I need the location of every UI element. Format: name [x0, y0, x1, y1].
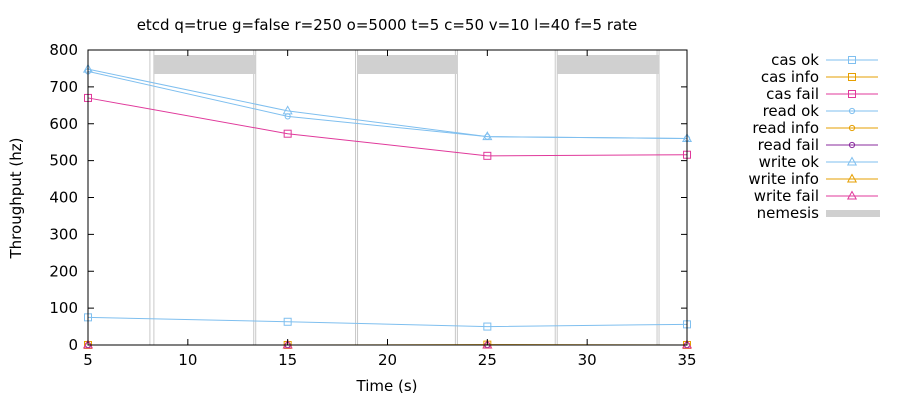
- data-point: [482, 131, 493, 141]
- axis-ticks: 5 10 15 20 25 30 35 0 100 200 300 400 500 600 700 800: [49, 41, 696, 369]
- y-axis-label: Throughput (hz): [7, 138, 25, 260]
- plot-frame: [87, 49, 688, 346]
- series-read-ok: [84, 68, 691, 142]
- chart-title: etcd q=true g=false r=250 o=5000 t=5 c=5…: [137, 16, 638, 34]
- series-write-ok: [82, 63, 693, 142]
- legend-label: write ok: [759, 153, 820, 171]
- legend-label: read ok: [763, 102, 820, 120]
- data-point: [483, 151, 492, 160]
- data-point: [848, 141, 856, 149]
- series-cas-ok: [84, 313, 691, 331]
- y-tick-label: 400: [49, 189, 78, 207]
- legend-item: cas ok: [771, 51, 878, 69]
- data-point: [848, 124, 856, 132]
- y-tick-label: 200: [49, 262, 78, 280]
- y-tick-label: 700: [49, 78, 78, 96]
- y-tick-label: 300: [49, 225, 78, 243]
- data-point: [846, 173, 858, 183]
- nemesis-band: [153, 55, 256, 74]
- x-tick-label: 10: [178, 351, 197, 369]
- series-line: [87, 316, 688, 328]
- legend-label: read fail: [758, 136, 819, 154]
- legend-item: read ok: [763, 102, 878, 120]
- data-point: [848, 107, 856, 115]
- y-tick-label: 100: [49, 299, 78, 317]
- data-point: [482, 339, 493, 349]
- legend-item: cas info: [761, 68, 878, 86]
- legend-item: write ok: [759, 153, 878, 171]
- legend-item: nemesis: [757, 204, 880, 222]
- legend-item: write info: [748, 170, 878, 188]
- series-line: [87, 68, 688, 139]
- x-tick-label: 20: [378, 351, 397, 369]
- nemesis-band: [357, 55, 458, 74]
- legend-label: cas ok: [771, 51, 819, 69]
- nemesis-layer: [149, 50, 660, 345]
- data-point: [848, 73, 856, 81]
- legend-label: write info: [748, 170, 819, 188]
- series-line: [87, 70, 688, 139]
- series-line: [87, 97, 688, 157]
- legend-label: write fail: [754, 187, 819, 205]
- data-point: [283, 129, 292, 138]
- data-point: [846, 190, 858, 200]
- x-tick-label: 30: [578, 351, 597, 369]
- legend-item: read info: [752, 119, 878, 137]
- y-tick-label: 600: [49, 115, 78, 133]
- legend-item: write fail: [754, 187, 878, 205]
- data-point: [282, 339, 293, 349]
- y-tick-label: 500: [49, 152, 78, 170]
- data-point: [681, 339, 693, 349]
- legend-swatch: [826, 210, 880, 217]
- y-tick-label: 0: [68, 336, 78, 354]
- data-point: [82, 339, 94, 349]
- x-axis-label: Time (s): [356, 377, 418, 395]
- data-point: [848, 56, 856, 64]
- x-tick-label: 15: [278, 351, 297, 369]
- legend-label: cas info: [761, 68, 819, 86]
- legend-item: read fail: [758, 136, 878, 154]
- nemesis-band: [557, 55, 660, 74]
- data-point: [848, 90, 856, 98]
- legend-label: nemesis: [757, 204, 820, 222]
- data-point: [483, 322, 492, 331]
- legend-label: read info: [752, 119, 819, 137]
- legend-item: cas fail: [766, 85, 878, 103]
- x-tick-label: 35: [677, 351, 696, 369]
- series-layer: [82, 63, 693, 349]
- data-point: [282, 105, 293, 115]
- data-point: [846, 156, 858, 166]
- y-tick-label: 800: [49, 41, 78, 59]
- legend-label: cas fail: [766, 85, 819, 103]
- x-tick-label: 25: [478, 351, 497, 369]
- data-point: [283, 317, 292, 326]
- x-tick-label: 5: [83, 351, 93, 369]
